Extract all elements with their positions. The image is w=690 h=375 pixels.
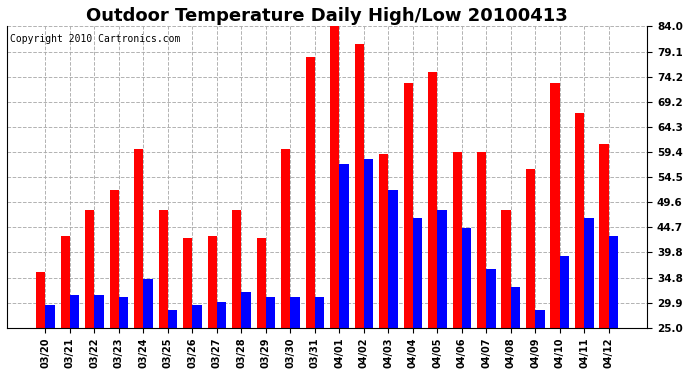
Bar <box>266 297 275 328</box>
Bar <box>560 256 569 328</box>
Bar <box>70 294 79 328</box>
Bar <box>404 82 413 328</box>
Bar <box>462 228 471 328</box>
Bar <box>511 287 520 328</box>
Bar <box>119 297 128 328</box>
Bar <box>453 152 462 328</box>
Bar <box>46 305 55 328</box>
Bar <box>241 292 250 328</box>
Bar <box>217 302 226 328</box>
Bar <box>36 272 46 328</box>
Bar <box>168 310 177 328</box>
Bar <box>61 236 70 328</box>
Bar <box>339 164 348 328</box>
Bar <box>600 144 609 328</box>
Bar <box>281 149 290 328</box>
Bar <box>355 44 364 328</box>
Bar <box>364 159 373 328</box>
Bar <box>437 210 446 328</box>
Bar <box>208 236 217 328</box>
Bar <box>379 154 388 328</box>
Bar <box>232 210 241 328</box>
Bar <box>134 149 144 328</box>
Bar <box>315 297 324 328</box>
Bar <box>609 236 618 328</box>
Bar <box>159 210 168 328</box>
Bar <box>110 190 119 328</box>
Bar <box>144 279 152 328</box>
Bar <box>535 310 544 328</box>
Bar <box>575 113 584 328</box>
Bar <box>330 27 339 328</box>
Bar <box>413 218 422 328</box>
Bar <box>257 238 266 328</box>
Bar <box>477 152 486 328</box>
Bar <box>95 294 103 328</box>
Text: Copyright 2010 Cartronics.com: Copyright 2010 Cartronics.com <box>10 34 181 44</box>
Bar <box>388 190 397 328</box>
Bar <box>290 297 299 328</box>
Bar <box>584 218 593 328</box>
Bar <box>526 170 535 328</box>
Bar <box>551 82 560 328</box>
Bar <box>486 269 495 328</box>
Bar <box>502 210 511 328</box>
Bar <box>193 305 201 328</box>
Title: Outdoor Temperature Daily High/Low 20100413: Outdoor Temperature Daily High/Low 20100… <box>86 7 568 25</box>
Bar <box>183 238 193 328</box>
Bar <box>85 210 95 328</box>
Bar <box>306 57 315 328</box>
Bar <box>428 72 437 328</box>
